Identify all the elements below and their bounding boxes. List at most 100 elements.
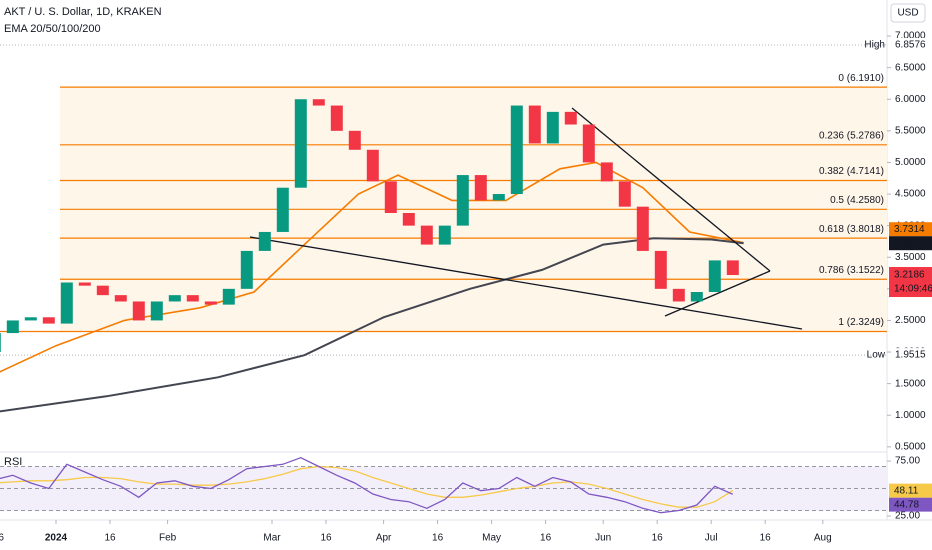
candle-body [546, 111, 559, 144]
candle-body [672, 288, 685, 302]
y-tick-label: 1.0000 [895, 410, 926, 421]
x-tick-label: 16 [0, 533, 4, 544]
y-tick-label: 7.0000 [895, 31, 926, 42]
candle-body [438, 225, 451, 245]
fib-label: 0.236 (5.2786) [819, 130, 884, 141]
candle-body [222, 288, 235, 305]
ema-badge [889, 222, 932, 237]
y-tick-label: 1.5000 [895, 378, 926, 389]
candle-body [96, 285, 109, 296]
y-tick-label: 3.5000 [895, 252, 926, 263]
candle-body [240, 250, 253, 289]
candle-body [186, 295, 199, 302]
x-tick-label: 16 [104, 533, 116, 544]
candle-body [726, 260, 739, 276]
ema-line [0, 161, 744, 373]
candle-body [618, 181, 631, 207]
fib-label: 0.382 (4.7141) [819, 166, 884, 177]
y-tick-label: 2.5000 [895, 315, 926, 326]
countdown: 14:09:46 [894, 284, 932, 295]
candle-body [348, 130, 361, 150]
high-label: High [864, 40, 885, 51]
candle-body [24, 317, 37, 321]
x-tick-label: 16 [760, 533, 772, 544]
plot: 0 (6.1910) 0.236 (5.2786) 0.382 (4.7141) 0.… [0, 44, 887, 514]
low-badge [891, 348, 931, 363]
x-tick-label: Feb [159, 533, 177, 544]
currency-button[interactable] [890, 3, 926, 23]
candle-body [204, 301, 217, 305]
currency: USD [897, 8, 918, 19]
candle-body [132, 301, 145, 321]
rsi-badge-value: 44.78 [894, 499, 919, 510]
chart-title: AKT / U. S. Dollar, 1D, KRAKEN [4, 6, 162, 18]
ema-badge-value: 3.7219 [894, 238, 925, 249]
rsi-tick-label: 75.00 [895, 456, 920, 467]
x-tick-label: Apr [376, 533, 392, 544]
ema-badge-value: 3.7314 [894, 224, 925, 235]
y-tick-label: 6.0000 [895, 94, 926, 105]
candle-body [690, 291, 703, 302]
x-tick-label: 16 [432, 533, 444, 544]
candle-body [456, 175, 469, 226]
candle-body [6, 320, 19, 334]
candle-body [474, 175, 487, 201]
fib-label: 0.618 (3.8018) [819, 224, 884, 235]
ema-line [0, 237, 744, 413]
trend-line [249, 236, 803, 330]
x-tick-label: 16 [320, 533, 332, 544]
x-tick-label: May [482, 533, 501, 544]
low-label: Low [867, 350, 886, 361]
candle-body [582, 124, 595, 163]
y-tick-label: 0.5000 [895, 441, 926, 452]
low-value: 1.9515 [895, 350, 926, 361]
candle-body [258, 231, 271, 251]
candle-body [78, 282, 91, 286]
candle-body [42, 317, 55, 324]
rsi-badge-value: 48.11 [894, 485, 919, 496]
candle-body [150, 301, 163, 321]
candle-body [0, 333, 1, 353]
ema-badge [889, 236, 932, 251]
fib-label: 0.5 (4.2580) [830, 195, 884, 206]
rsi-line [0, 465, 734, 508]
rsi-tick-label: 25.00 [895, 511, 920, 522]
candle-body [60, 282, 73, 324]
y-tick-label: 6.5000 [895, 62, 926, 73]
candle-body [312, 99, 325, 106]
candle-body [114, 295, 127, 302]
candle-body [420, 225, 433, 245]
candle-body [528, 105, 541, 144]
x-tick-label: Jun [595, 533, 611, 544]
price-badge-value: 3.2186 [894, 270, 925, 281]
candle-body [276, 187, 289, 232]
candle-body [330, 105, 343, 131]
y-tick-label: 5.0000 [895, 157, 926, 168]
x-tick-label: 2024 [45, 533, 68, 544]
fib-label: 1 (2.3249) [838, 317, 884, 328]
fib-label: 0.786 (3.1522) [819, 265, 884, 276]
candle-body [402, 212, 415, 226]
x-tick-label: 16 [540, 533, 552, 544]
candle-body [654, 250, 667, 289]
candle-body [600, 162, 613, 182]
rsi-badge [889, 497, 932, 512]
candle-body [168, 295, 181, 302]
candle-body [510, 105, 523, 195]
candle-body [492, 194, 505, 201]
rsi-title: RSI [4, 456, 22, 468]
candle-body [564, 111, 577, 125]
candle-body [366, 149, 379, 182]
x-tick-label: 16 [652, 533, 664, 544]
x-tick-label: Mar [263, 533, 281, 544]
x-tick-label: Jul [705, 533, 718, 544]
y-tick-label: 4.5000 [895, 189, 926, 200]
y-tick-label: 5.5000 [895, 125, 926, 136]
candle-body [384, 181, 397, 213]
x-tick-label: Aug [814, 533, 832, 544]
trend-line [571, 107, 771, 272]
fib-label: 0 (6.1910) [838, 73, 884, 84]
high-badge [891, 38, 931, 53]
rsi-badge [889, 483, 932, 498]
